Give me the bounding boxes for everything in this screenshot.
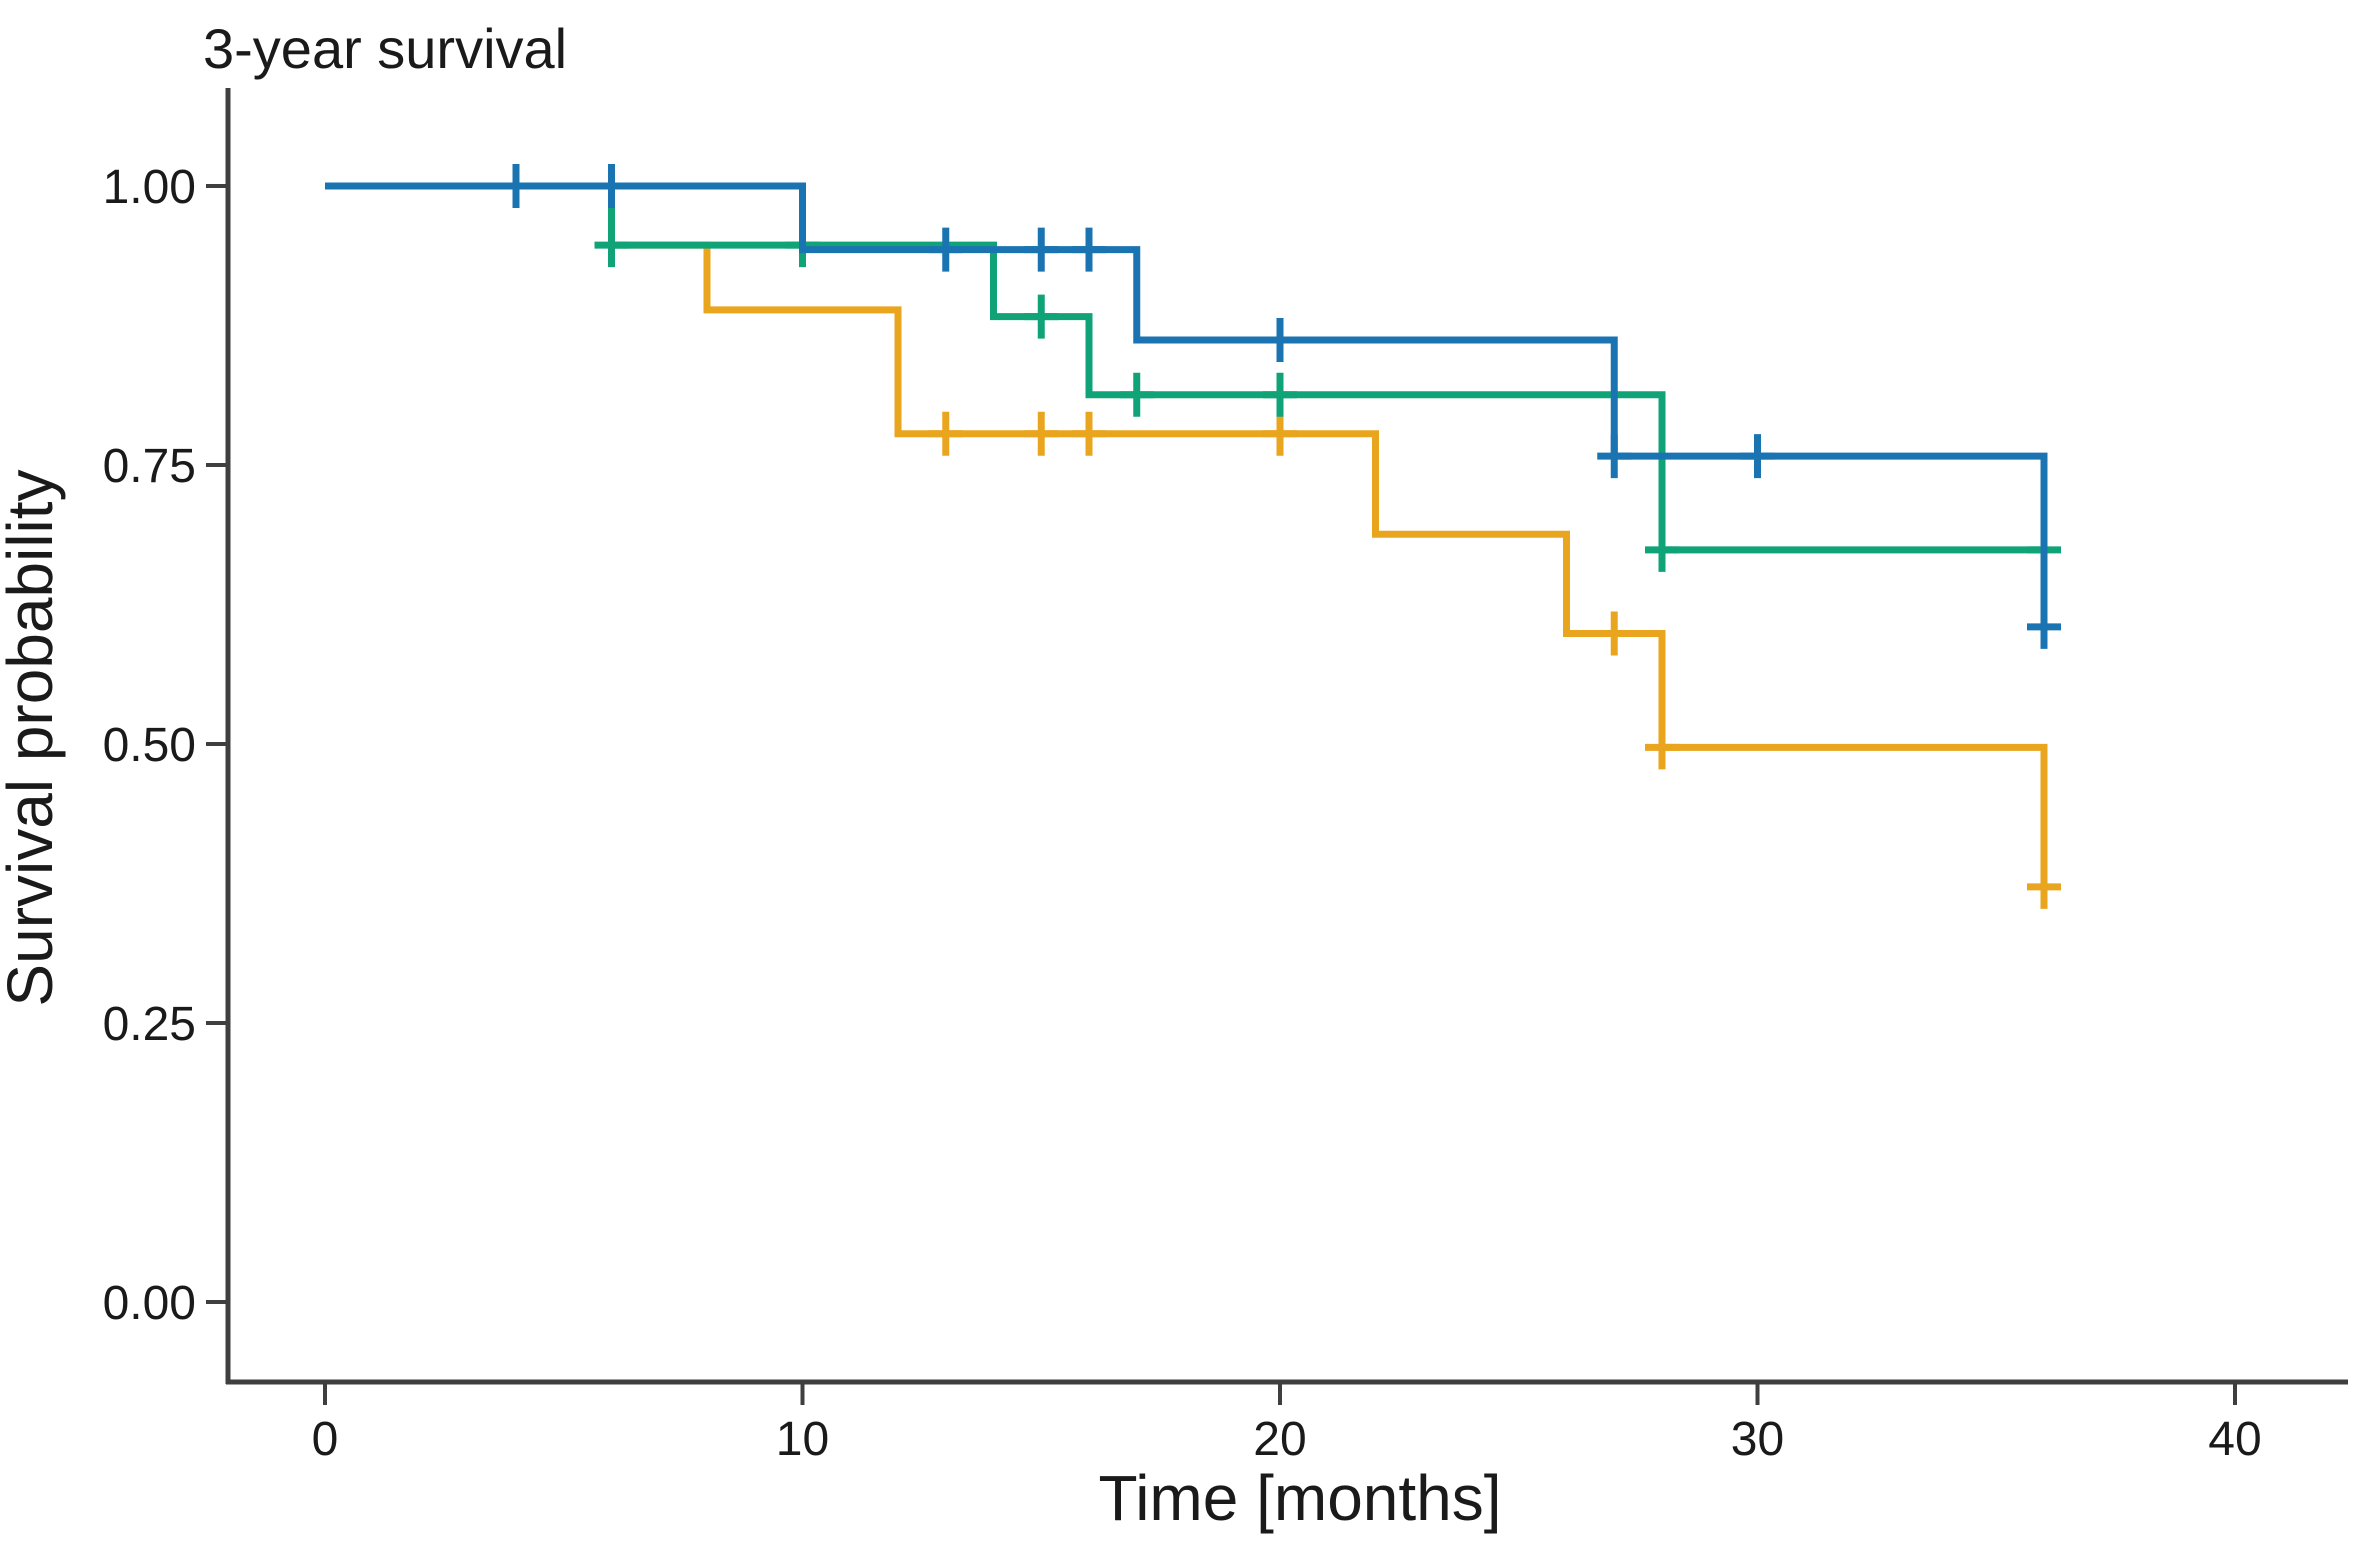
censor-mark-plus-icon xyxy=(1072,411,1106,456)
y-tick-label: 1.00 xyxy=(103,161,196,214)
x-tick-label: 20 xyxy=(1253,1413,1306,1466)
censor-mark-plus-icon xyxy=(594,223,629,268)
censor-mark-plus-icon xyxy=(928,227,963,272)
survival-curve-group-green xyxy=(325,182,2044,554)
x-tick-label: 0 xyxy=(312,1413,339,1466)
censor-mark-plus-icon xyxy=(1645,725,1679,770)
censor-mark-plus-icon xyxy=(1263,411,1297,456)
censor-mark-plus-icon xyxy=(2027,604,2061,649)
censor-mark-plus-icon xyxy=(499,164,533,208)
x-tick-label: 40 xyxy=(2208,1413,2261,1466)
survival-series-group-blue xyxy=(325,164,2061,649)
censor-mark-plus-icon xyxy=(1263,318,1297,363)
censor-mark-plus-icon xyxy=(2027,864,2061,909)
censor-mark-plus-icon xyxy=(1597,434,1632,479)
axes: 1.00 0.75 0.50 0.25 0.00 0 10 20 30 40 xyxy=(103,88,2348,1466)
survival-series-group-green xyxy=(325,182,2061,572)
y-tick-label: 0.75 xyxy=(103,440,196,493)
censor-mark-plus-icon xyxy=(594,164,629,208)
censor-mark-plus-icon xyxy=(1072,227,1106,272)
y-tick-label: 0.50 xyxy=(103,719,196,772)
y-tick-label: 0.25 xyxy=(103,998,196,1051)
x-tick-label: 10 xyxy=(776,1413,829,1466)
censor-mark-plus-icon xyxy=(1024,411,1059,456)
censor-mark-plus-icon xyxy=(1263,372,1297,417)
plot-title: 3-year survival xyxy=(203,17,567,80)
censor-mark-plus-icon xyxy=(1645,527,1679,572)
survival-curve-group-orange xyxy=(325,182,2048,887)
censor-mark-plus-icon xyxy=(1119,372,1154,417)
survival-curve-group-blue xyxy=(325,182,2048,627)
censor-mark-plus-icon xyxy=(928,411,963,456)
y-tick-label: 0.00 xyxy=(103,1277,196,1330)
censor-mark-plus-icon xyxy=(1740,434,1775,479)
censor-mark-plus-icon xyxy=(1024,227,1059,272)
x-axis-title: Time [months] xyxy=(1098,1462,1501,1534)
y-axis-title: Survival probability xyxy=(0,469,66,1006)
censor-mark-plus-icon xyxy=(1597,611,1632,656)
survival-curves xyxy=(325,164,2061,909)
censor-mark-plus-icon xyxy=(1024,294,1059,339)
x-tick-label: 30 xyxy=(1731,1413,1784,1466)
